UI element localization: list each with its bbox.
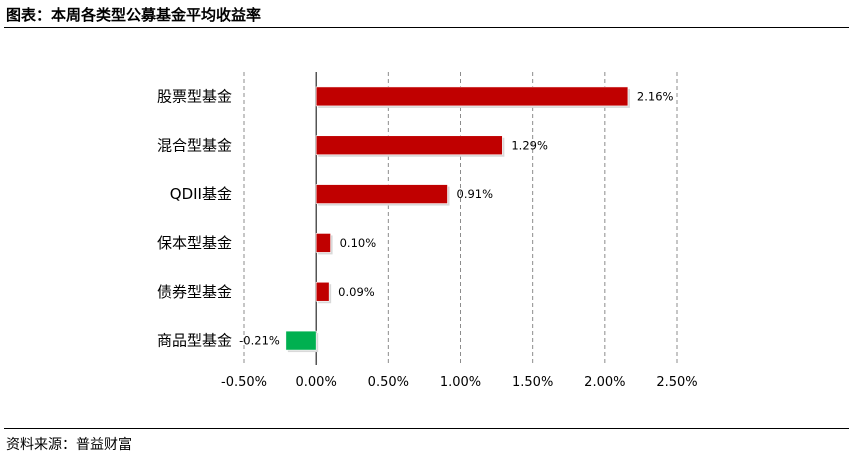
x-tick-label: -0.50%	[221, 375, 267, 390]
source-note: 资料来源：普益财富	[6, 437, 132, 453]
x-tick-label: 2.50%	[656, 375, 697, 390]
bar	[315, 233, 331, 253]
category-label: 股票型基金	[157, 87, 232, 105]
category-label: 商品型基金	[157, 332, 232, 350]
data-label: 0.09%	[338, 285, 375, 299]
top-rule	[4, 27, 849, 28]
category-label: 保本型基金	[157, 234, 232, 252]
category-label: 债券型基金	[157, 283, 232, 301]
category-label: QDII基金	[170, 185, 232, 203]
data-label: -0.21%	[239, 334, 280, 348]
chart-title: 图表：本周各类型公募基金平均收益率	[6, 6, 262, 24]
bar	[315, 135, 503, 156]
bar	[315, 281, 330, 302]
category-label: 混合型基金	[157, 136, 232, 154]
bar	[315, 86, 629, 107]
bottom-rule	[4, 428, 849, 429]
data-label: 0.91%	[457, 187, 494, 201]
x-tick-label: 1.00%	[440, 375, 481, 390]
data-label: 2.16%	[637, 89, 674, 103]
x-tick-label: 0.00%	[296, 375, 337, 390]
x-tick-label: 0.50%	[368, 375, 409, 390]
data-label: 0.10%	[340, 236, 377, 250]
x-tick-label: 2.00%	[584, 375, 625, 390]
x-tick-label: 1.50%	[512, 375, 553, 390]
data-label: 1.29%	[511, 138, 548, 152]
bar	[315, 184, 448, 204]
bar	[285, 330, 317, 351]
